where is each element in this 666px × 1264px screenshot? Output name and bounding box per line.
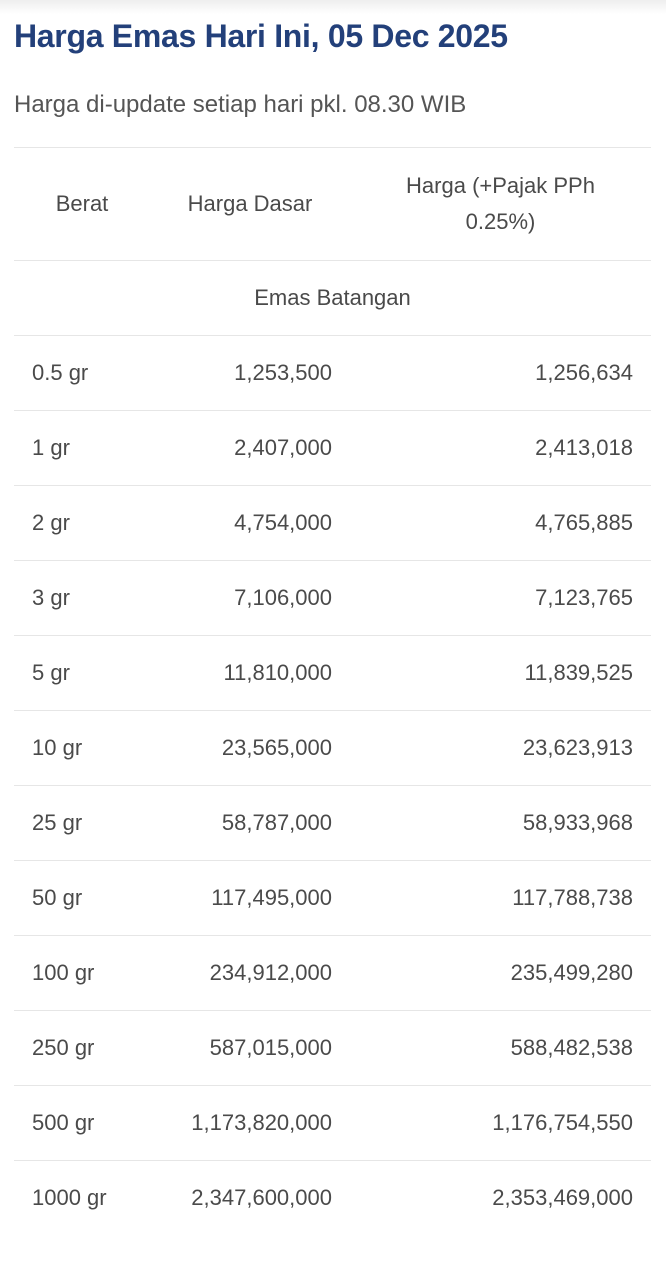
table-row: 1000 gr 2,347,600,000 2,353,469,000 <box>14 1160 651 1235</box>
weight-cell: 2 gr <box>14 485 150 561</box>
table-row: 500 gr 1,173,820,000 1,176,754,550 <box>14 1085 651 1161</box>
header-price-with-tax: Harga (+Pajak PPh 0.25%) <box>350 147 651 261</box>
price-with-tax-cell: 2,353,469,000 <box>350 1160 651 1235</box>
section-row: Emas Batangan <box>14 260 651 336</box>
update-note: Harga di-update setiap hari pkl. 08.30 W… <box>14 91 467 118</box>
base-price-cell: 234,912,000 <box>150 935 350 1011</box>
header-base-price: Harga Dasar <box>150 147 350 261</box>
price-with-tax-cell: 588,482,538 <box>350 1010 651 1086</box>
base-price-cell: 11,810,000 <box>150 635 350 711</box>
gold-price-table: Berat Harga Dasar Harga (+Pajak PPh 0.25… <box>14 147 651 1235</box>
price-with-tax-cell: 117,788,738 <box>350 860 651 936</box>
table-row: 25 gr 58,787,000 58,933,968 <box>14 785 651 861</box>
price-with-tax-cell: 23,623,913 <box>350 710 651 786</box>
base-price-cell: 58,787,000 <box>150 785 350 861</box>
header-weight: Berat <box>14 147 150 261</box>
price-with-tax-cell: 1,176,754,550 <box>350 1085 651 1161</box>
table-row: 50 gr 117,495,000 117,788,738 <box>14 860 651 936</box>
price-with-tax-cell: 11,839,525 <box>350 635 651 711</box>
weight-cell: 1000 gr <box>14 1160 150 1235</box>
base-price-cell: 7,106,000 <box>150 560 350 636</box>
base-price-cell: 117,495,000 <box>150 860 350 936</box>
table-row: 2 gr 4,754,000 4,765,885 <box>14 485 651 561</box>
table-row: 0.5 gr 1,253,500 1,256,634 <box>14 335 651 411</box>
table-row: 5 gr 11,810,000 11,839,525 <box>14 635 651 711</box>
table-row: 250 gr 587,015,000 588,482,538 <box>14 1010 651 1086</box>
base-price-cell: 23,565,000 <box>150 710 350 786</box>
weight-cell: 0.5 gr <box>14 335 150 411</box>
table-row: 1 gr 2,407,000 2,413,018 <box>14 410 651 486</box>
weight-cell: 3 gr <box>14 560 150 636</box>
weight-cell: 5 gr <box>14 635 150 711</box>
base-price-cell: 2,347,600,000 <box>150 1160 350 1235</box>
weight-cell: 1 gr <box>14 410 150 486</box>
base-price-cell: 1,253,500 <box>150 335 350 411</box>
page-title: Harga Emas Hari Ini, 05 Dec 2025 <box>14 18 508 54</box>
weight-cell: 500 gr <box>14 1085 150 1161</box>
top-shadow <box>0 0 666 14</box>
price-with-tax-cell: 58,933,968 <box>350 785 651 861</box>
price-with-tax-cell: 4,765,885 <box>350 485 651 561</box>
section-label: Emas Batangan <box>14 260 651 336</box>
base-price-cell: 587,015,000 <box>150 1010 350 1086</box>
base-price-cell: 2,407,000 <box>150 410 350 486</box>
base-price-cell: 1,173,820,000 <box>150 1085 350 1161</box>
weight-cell: 25 gr <box>14 785 150 861</box>
table-row: 10 gr 23,565,000 23,623,913 <box>14 710 651 786</box>
weight-cell: 50 gr <box>14 860 150 936</box>
weight-cell: 100 gr <box>14 935 150 1011</box>
price-with-tax-cell: 2,413,018 <box>350 410 651 486</box>
table-row: 100 gr 234,912,000 235,499,280 <box>14 935 651 1011</box>
table-header: Berat Harga Dasar Harga (+Pajak PPh 0.25… <box>14 147 651 261</box>
table-row: 3 gr 7,106,000 7,123,765 <box>14 560 651 636</box>
base-price-cell: 4,754,000 <box>150 485 350 561</box>
weight-cell: 10 gr <box>14 710 150 786</box>
price-with-tax-cell: 235,499,280 <box>350 935 651 1011</box>
price-with-tax-cell: 1,256,634 <box>350 335 651 411</box>
weight-cell: 250 gr <box>14 1010 150 1086</box>
price-with-tax-cell: 7,123,765 <box>350 560 651 636</box>
